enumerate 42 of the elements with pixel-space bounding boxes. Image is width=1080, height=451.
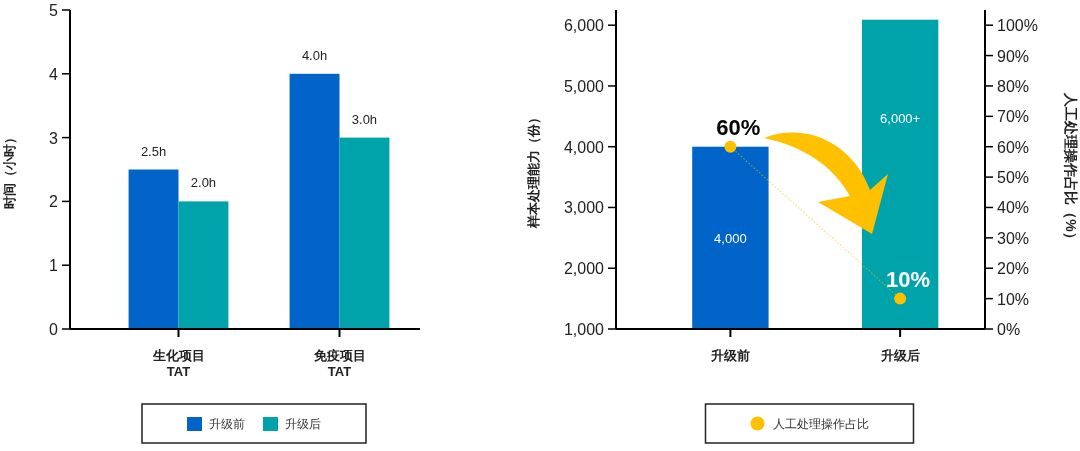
x-tick-label: 生化项目 TAT (151, 348, 205, 379)
y-tick-label: 5 (49, 2, 59, 19)
y2-tick-label: 60% (997, 138, 1030, 156)
y2-tick-label: 10% (997, 290, 1030, 308)
y2-tick-label: 20% (997, 260, 1030, 278)
y-tick-label: 1 (49, 257, 59, 275)
y-tick-label: 2 (49, 193, 59, 211)
y-tick-label: 4,000 (563, 138, 605, 156)
y-tick-label: 4 (49, 65, 59, 83)
y2-tick-label: 50% (997, 169, 1030, 187)
y-tick-label: 0 (49, 321, 59, 338)
data-label: 3.0h (351, 111, 378, 127)
legend-label: 升级后 (285, 417, 321, 431)
y2-tick-label: 40% (997, 199, 1030, 217)
y-tick-label: 3,000 (563, 199, 605, 217)
data-label: 10% (886, 266, 931, 292)
y2-tick-label: 30% (997, 229, 1030, 247)
y2-tick-label: 90% (997, 47, 1030, 65)
y2-tick-label: 70% (997, 108, 1030, 126)
y2-tick-label: 0% (997, 321, 1021, 338)
y-tick-label: 3 (49, 129, 59, 147)
y2-tick-label: 100% (997, 17, 1038, 35)
x-tick-label: 免疫项目 TAT (312, 348, 366, 379)
y2-axis-title: 人工处理操作占比（%） (1063, 92, 1079, 246)
y2-tick-label: 80% (997, 77, 1030, 95)
data-label: 6,000+ (880, 110, 921, 126)
data-label: 4,000 (714, 230, 747, 246)
legend-label: 人工处理操作占比 (772, 417, 869, 431)
y-tick-label: 1,000 (563, 321, 605, 338)
data-label: 60% (716, 114, 761, 140)
y-tick-label: 6,000 (563, 17, 605, 35)
y-axis-title: 样本处理能力（份） (526, 111, 541, 229)
data-label: 4.0h (301, 47, 328, 63)
x-tick-label: 升级后 (879, 348, 920, 363)
data-label: 2.0h (190, 175, 217, 191)
x-tick-label: 升级前 (709, 348, 750, 363)
data-label: 2.5h (140, 143, 167, 159)
legend-label: 升级前 (209, 417, 245, 431)
legend: 人工处理操作占比 (704, 403, 915, 444)
y-tick-label: 5,000 (563, 77, 605, 95)
y-tick-label: 2,000 (563, 260, 605, 278)
y-axis-title: 时间（小时） (2, 130, 17, 209)
